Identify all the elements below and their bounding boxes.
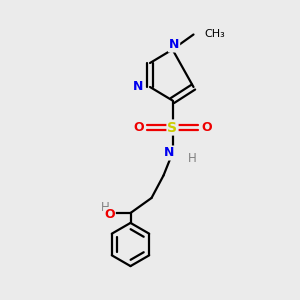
Text: H: H xyxy=(188,152,196,166)
Text: H: H xyxy=(100,201,109,214)
Text: O: O xyxy=(104,208,115,221)
Text: N: N xyxy=(133,80,143,94)
Text: N: N xyxy=(169,38,179,52)
Text: S: S xyxy=(167,121,178,134)
Text: O: O xyxy=(133,121,144,134)
Text: O: O xyxy=(201,121,212,134)
Text: CH₃: CH₃ xyxy=(204,28,225,39)
Text: N: N xyxy=(164,146,174,160)
